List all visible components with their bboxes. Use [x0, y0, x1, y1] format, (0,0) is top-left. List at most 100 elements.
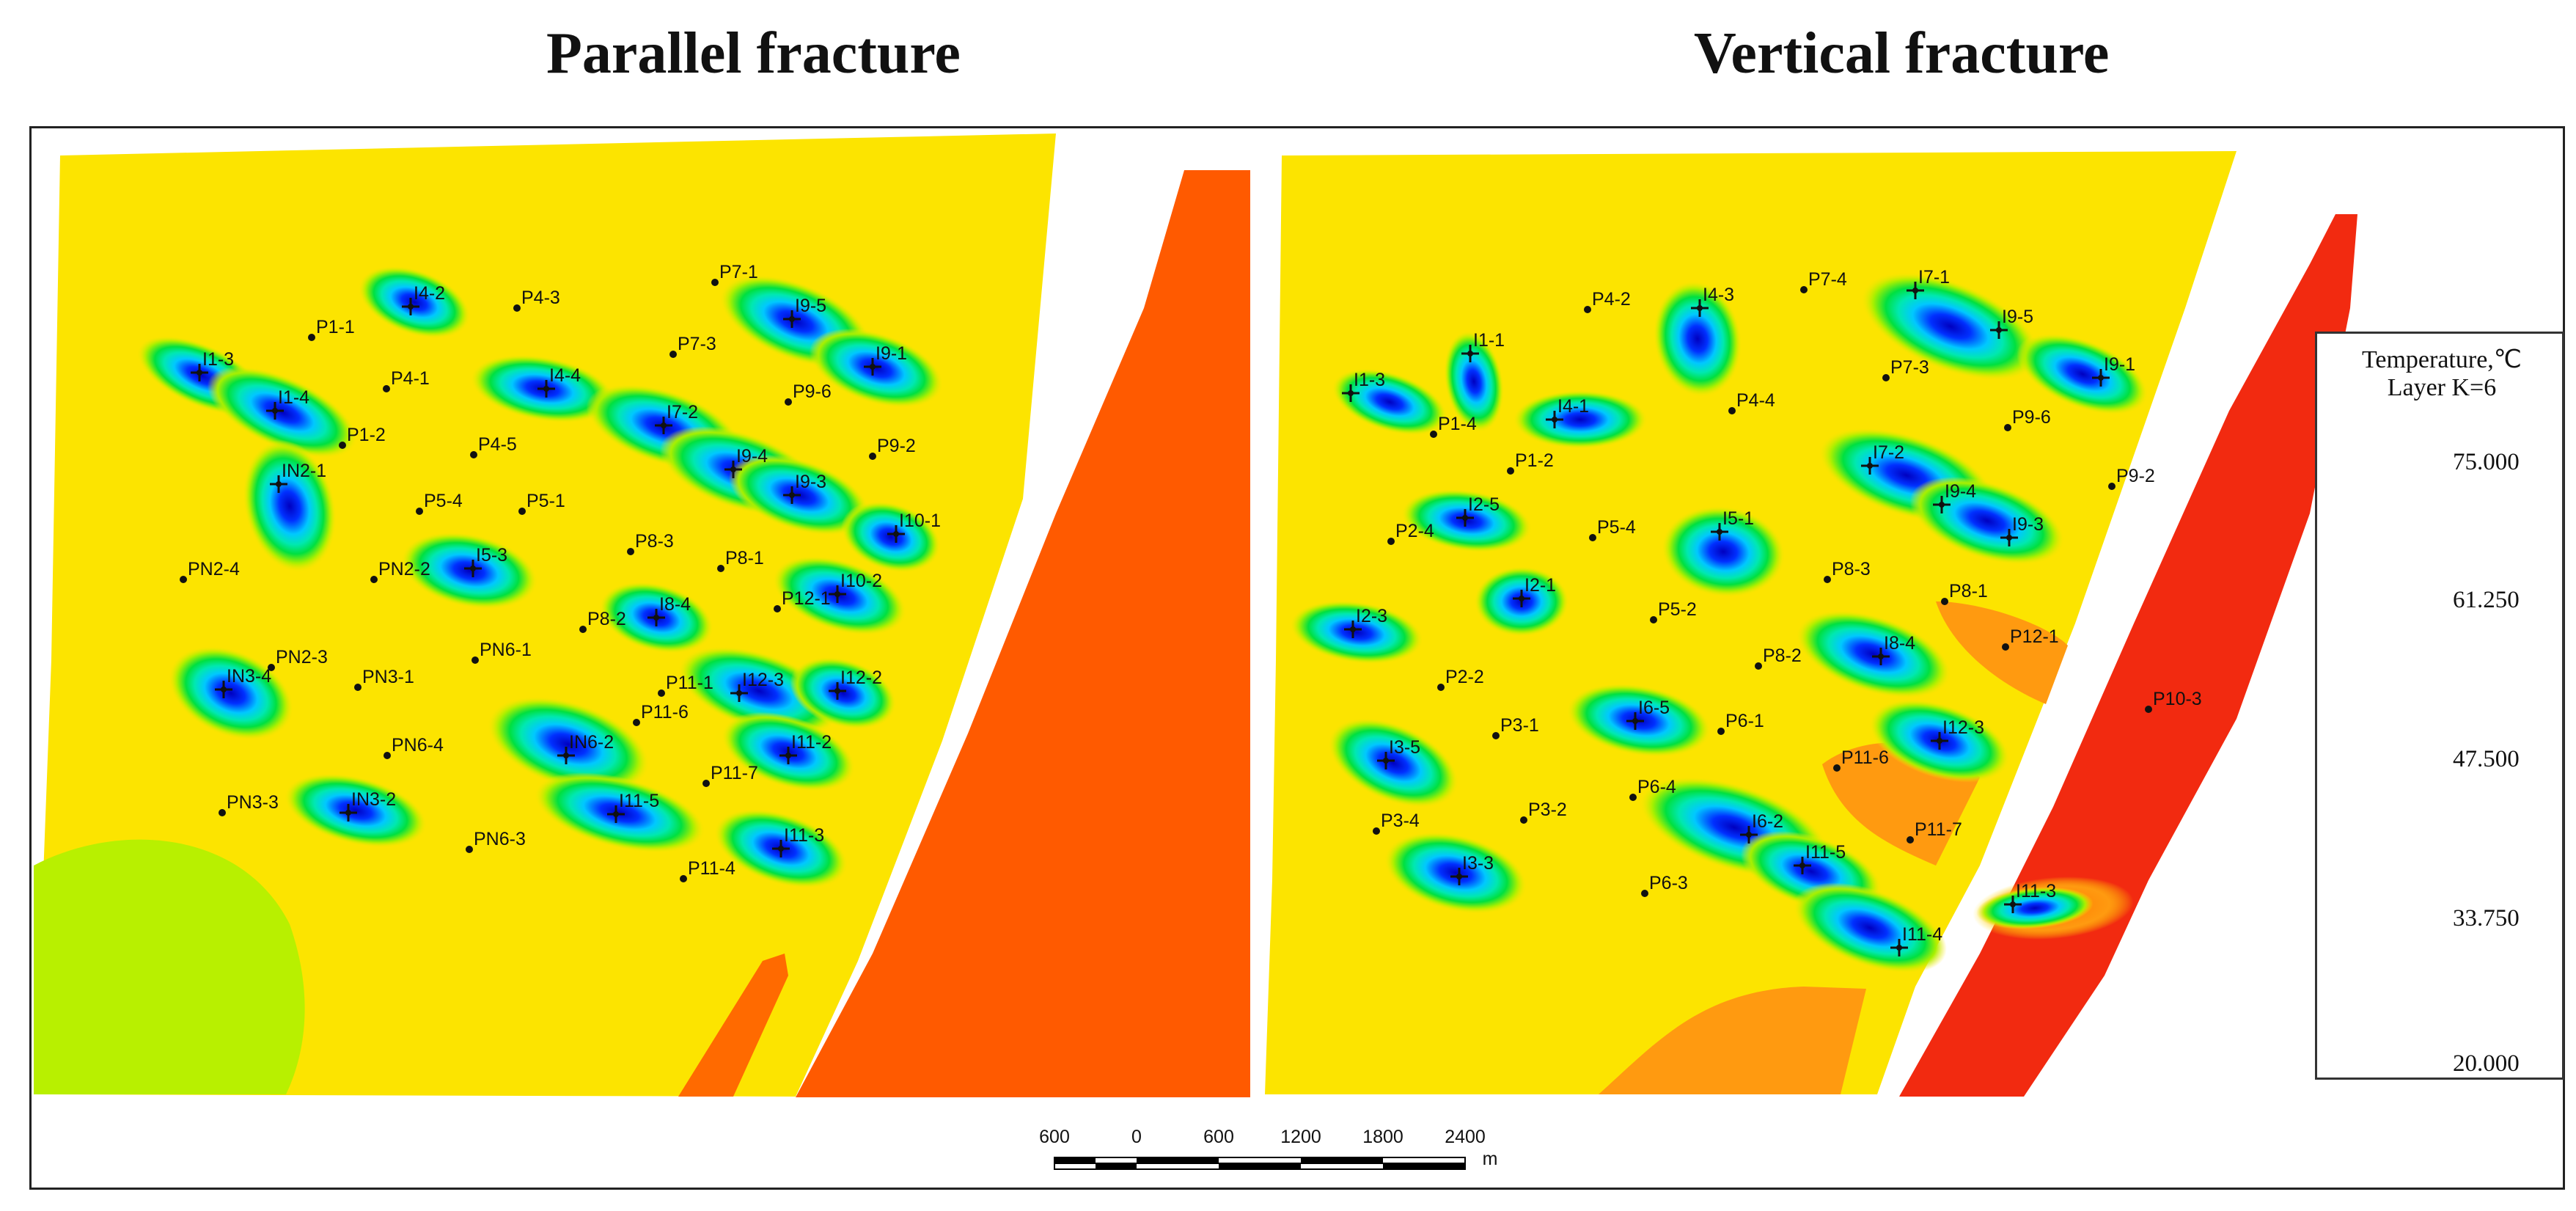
injector-well[interactable]: I9-1 [864, 343, 907, 376]
scale-label-1: 0 [1131, 1127, 1142, 1147]
injector-well[interactable]: IN3-2 [340, 789, 396, 822]
producer-well[interactable]: P6-3 [1641, 873, 1688, 897]
producer-well[interactable]: P4-2 [1584, 289, 1631, 313]
producer-well[interactable]: PN2-4 [180, 559, 240, 583]
producer-well[interactable]: P6-1 [1717, 711, 1764, 735]
injector-well[interactable]: I11-2 [779, 732, 832, 764]
injector-well[interactable]: I9-4 [724, 446, 768, 478]
injector-well[interactable]: I11-5 [607, 791, 659, 823]
injector-well[interactable]: I1-3 [191, 349, 234, 381]
injector-well[interactable]: IN2-1 [270, 461, 326, 493]
injector-well[interactable]: I10-1 [887, 511, 941, 543]
producer-well[interactable]: P9-2 [869, 436, 916, 460]
injector-well[interactable]: I4-3 [1691, 285, 1734, 317]
producer-well[interactable]: P3-4 [1373, 811, 1420, 835]
injector-well[interactable]: I12-3 [1931, 717, 1984, 750]
producer-well[interactable]: P1-1 [308, 317, 355, 341]
producer-well[interactable]: P7-3 [1882, 357, 1929, 381]
producer-well[interactable]: P4-5 [470, 434, 517, 458]
injector-well[interactable]: I8-4 [1872, 633, 1915, 665]
producer-well[interactable]: PN2-3 [268, 647, 328, 671]
producer-well[interactable]: P7-4 [1800, 269, 1847, 293]
producer-well[interactable]: P3-1 [1492, 715, 1539, 739]
injector-well[interactable]: I2-5 [1456, 494, 1500, 527]
producer-well[interactable]: P8-2 [1755, 645, 1802, 670]
producer-well[interactable]: P5-2 [1650, 599, 1697, 623]
producer-well[interactable]: P9-2 [2108, 466, 2155, 490]
producer-well[interactable]: P4-3 [513, 288, 560, 312]
injector-well[interactable]: I9-5 [783, 296, 826, 328]
injector-well[interactable]: I11-4 [1890, 924, 1942, 956]
injector-well[interactable]: I9-1 [2092, 354, 2135, 387]
producer-well[interactable]: PN6-3 [466, 829, 526, 853]
producer-well[interactable]: P11-7 [1907, 819, 1962, 844]
producer-well[interactable]: PN3-1 [354, 667, 414, 691]
producer-well[interactable]: P11-6 [633, 702, 689, 726]
producer-well[interactable]: P2-4 [1387, 521, 1434, 545]
producer-well[interactable]: P3-2 [1520, 800, 1567, 824]
producer-well[interactable]: P5-4 [416, 491, 463, 515]
injector-well[interactable]: I9-5 [1990, 307, 2033, 339]
injector-well[interactable]: I8-4 [647, 594, 691, 626]
injector-well[interactable]: I1-4 [266, 387, 309, 420]
injector-well[interactable]: I9-3 [783, 472, 826, 504]
producer-well[interactable]: PN2-2 [370, 559, 430, 583]
producer-well[interactable]: P11-6 [1833, 747, 1889, 772]
producer-well[interactable]: P1-2 [1507, 450, 1554, 475]
producer-well[interactable]: P10-3 [2145, 689, 2202, 713]
injector-well[interactable]: I11-3 [772, 825, 824, 857]
producer-well[interactable]: P8-3 [1824, 559, 1871, 583]
injector-well[interactable]: I6-5 [1626, 698, 1670, 730]
producer-well[interactable]: P5-1 [518, 491, 565, 515]
injector-well[interactable]: I7-2 [1861, 442, 1904, 475]
injector-well[interactable]: I5-3 [464, 545, 507, 577]
producer-well[interactable]: P4-4 [1728, 390, 1775, 414]
injector-well[interactable]: I12-3 [730, 670, 784, 702]
producer-well[interactable]: P2-2 [1437, 667, 1484, 691]
producer-well[interactable]: P8-3 [627, 531, 674, 555]
producer-well[interactable]: P8-1 [717, 548, 764, 572]
producer-well[interactable]: P9-6 [2004, 407, 2051, 431]
injector-well[interactable]: I7-2 [655, 402, 698, 434]
injector-well[interactable]: I10-2 [829, 571, 882, 603]
injector-well[interactable]: I9-3 [2000, 514, 2044, 546]
producer-well[interactable]: P8-1 [1941, 581, 1988, 605]
producer-well[interactable]: P7-1 [711, 262, 758, 286]
producer-well[interactable]: P1-4 [1430, 414, 1477, 438]
producer-well[interactable]: P11-1 [658, 673, 713, 697]
producer-well[interactable]: PN3-3 [219, 792, 279, 816]
producer-well[interactable]: P6-4 [1629, 777, 1676, 801]
injector-well[interactable]: I2-3 [1344, 606, 1387, 638]
injector-well[interactable]: I1-1 [1461, 330, 1505, 362]
injector-well[interactable]: I4-2 [402, 283, 445, 315]
producer-well[interactable]: P11-7 [702, 763, 758, 787]
injector-well[interactable]: IN6-2 [557, 732, 614, 764]
producer-well[interactable]: PN6-1 [471, 640, 532, 664]
producer-well[interactable]: P12-1 [2002, 626, 2059, 651]
injector-well[interactable]: I1-3 [1342, 370, 1385, 402]
injector-well[interactable]: I11-3 [2004, 881, 2056, 913]
producer-well[interactable]: PN6-4 [384, 735, 444, 759]
producer-well[interactable]: P1-2 [339, 425, 386, 449]
producer-well[interactable]: P8-2 [579, 609, 626, 633]
injector-well[interactable]: I9-4 [1933, 481, 1976, 513]
injector-well[interactable]: I12-2 [829, 667, 882, 700]
injector-well[interactable]: I7-1 [1907, 267, 1950, 299]
injector-well-label: I2-3 [1356, 606, 1387, 626]
producer-well[interactable]: P9-6 [785, 381, 832, 406]
injector-well[interactable]: I3-5 [1377, 737, 1420, 769]
injector-well[interactable]: I2-1 [1513, 575, 1556, 607]
producer-well[interactable]: P12-1 [774, 588, 831, 612]
injector-well[interactable]: IN3-4 [215, 666, 271, 698]
producer-well[interactable]: P5-4 [1589, 517, 1636, 541]
injector-well[interactable]: I5-1 [1711, 508, 1754, 541]
injector-well-label: I11-2 [791, 732, 832, 753]
injector-well[interactable]: I3-3 [1450, 853, 1494, 885]
producer-well[interactable]: P7-3 [669, 334, 716, 358]
injector-well[interactable]: I6-2 [1740, 811, 1783, 844]
injector-well[interactable]: I11-5 [1794, 842, 1846, 874]
producer-well[interactable]: P4-1 [383, 368, 430, 392]
injector-well[interactable]: I4-1 [1546, 396, 1589, 428]
injector-well[interactable]: I4-4 [537, 365, 581, 398]
producer-well[interactable]: P11-4 [680, 858, 735, 882]
